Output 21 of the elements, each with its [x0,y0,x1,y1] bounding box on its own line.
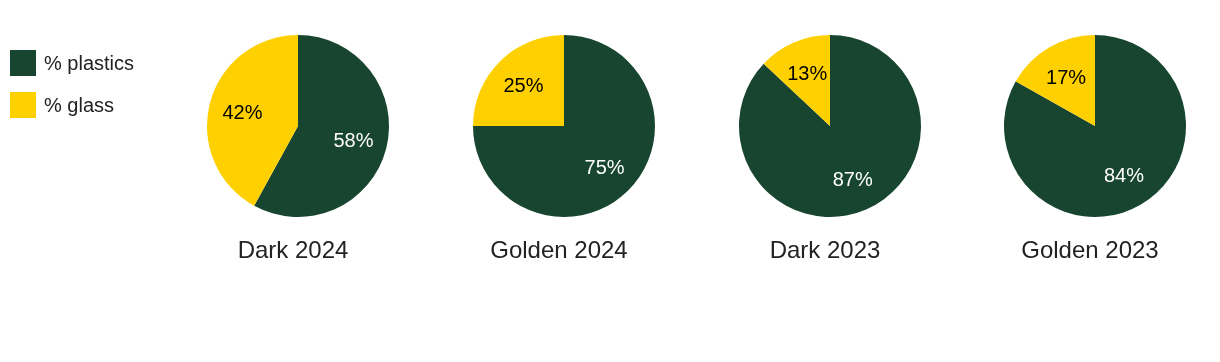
text: Dark 2024 [236,236,350,264]
data-label: 13% [787,62,828,85]
legend-label: % glass [44,93,115,117]
data-label: 17% [1046,65,1087,88]
data-label: 75% [584,155,625,178]
pie-slice [207,35,298,206]
data-label: 42% [222,100,263,123]
legend-label: % plastics [44,51,135,75]
pie-slice [763,35,830,126]
data-label: 25% [503,74,544,97]
pie-slice [1004,35,1186,217]
pie-slice [1015,35,1095,126]
pie-slice [473,35,655,217]
pie-slice [739,35,921,217]
pie-slice [473,35,564,126]
text: Golden 2024 [489,236,629,264]
text: Golden 2023 [1020,236,1160,264]
data-label: 58% [333,129,374,152]
data-label: 87% [832,167,873,190]
data-label: 84% [1103,164,1145,187]
text: Dark 2023 [768,236,882,264]
